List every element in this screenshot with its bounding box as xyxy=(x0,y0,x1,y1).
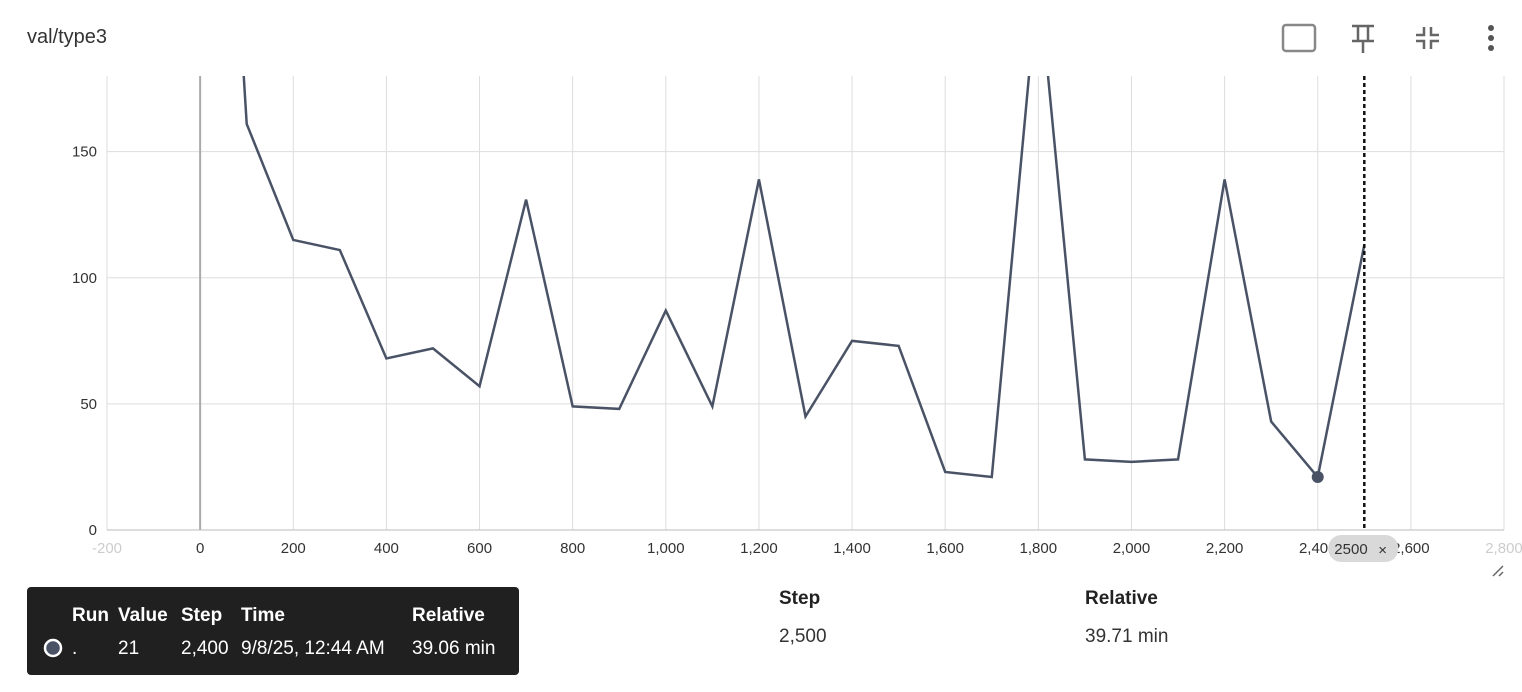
x-tick-label: 2,400 xyxy=(1299,540,1337,557)
tooltip-cell: 21 xyxy=(118,638,140,659)
fit-icon[interactable] xyxy=(1281,23,1317,53)
menu-icon[interactable] xyxy=(1488,25,1494,51)
x-tick-label: 1,600 xyxy=(926,540,964,557)
x-tick-label: 400 xyxy=(374,540,399,557)
table-header[interactable]: Step xyxy=(779,588,821,609)
cursor-close[interactable]: × xyxy=(1378,542,1387,559)
x-tick-label: 1,400 xyxy=(833,540,871,557)
tooltip: Run Value Step Time Relative . 21 2,400 … xyxy=(27,587,519,675)
x-tick-label: 2,000 xyxy=(1113,540,1151,557)
tooltip-header: Step xyxy=(181,605,223,626)
cursor-chip xyxy=(1328,535,1399,562)
series-line xyxy=(242,76,1366,480)
tooltip-cell: 39.06 min xyxy=(412,638,496,659)
run-swatch xyxy=(43,638,63,658)
tooltip-cell: 2,400 xyxy=(181,638,229,659)
toolbar-icons xyxy=(1281,23,1494,53)
resize-handle[interactable] xyxy=(1492,565,1504,577)
x-tick-label: 800 xyxy=(560,540,585,557)
x-tick-label: -200 xyxy=(92,540,122,557)
y-tick-label: 0 xyxy=(89,522,97,539)
table-header[interactable]: Relative xyxy=(1085,588,1158,609)
pin-icon[interactable] xyxy=(1352,24,1374,53)
x-tick-label: 1,200 xyxy=(740,540,778,557)
table-cell: 2,500 xyxy=(779,626,827,647)
hover-point xyxy=(1311,471,1324,484)
y-tick-label: 100 xyxy=(72,270,97,287)
x-tick-label: 2,600 xyxy=(1392,540,1430,557)
x-tick-label: 200 xyxy=(281,540,306,557)
cursor-label: 2500 xyxy=(1334,541,1367,558)
table-cell: 39.71 min xyxy=(1085,626,1169,647)
card-title: val/type3 xyxy=(27,26,108,48)
y-tick-label: 150 xyxy=(72,144,97,161)
tooltip-cell: 9/8/25, 12:44 AM xyxy=(241,638,385,659)
x-tick-label: 2,200 xyxy=(1206,540,1244,557)
tooltip-header: Value xyxy=(118,605,168,626)
x-tick-label: 2,800 xyxy=(1485,540,1522,557)
x-tick-label: 600 xyxy=(467,540,492,557)
tooltip-header: Relative xyxy=(412,605,485,626)
x-tick-label: 0 xyxy=(196,540,204,557)
x-tick-label: 1,800 xyxy=(1020,540,1058,557)
x-tick-label: 1,000 xyxy=(647,540,685,557)
y-tick-label: 50 xyxy=(80,396,97,413)
tooltip-header: Run xyxy=(72,605,109,626)
tooltip-header: Time xyxy=(241,605,286,626)
tooltip-cell: . xyxy=(72,638,78,659)
collapse-icon[interactable] xyxy=(1416,27,1439,49)
plot-area xyxy=(242,76,1366,480)
